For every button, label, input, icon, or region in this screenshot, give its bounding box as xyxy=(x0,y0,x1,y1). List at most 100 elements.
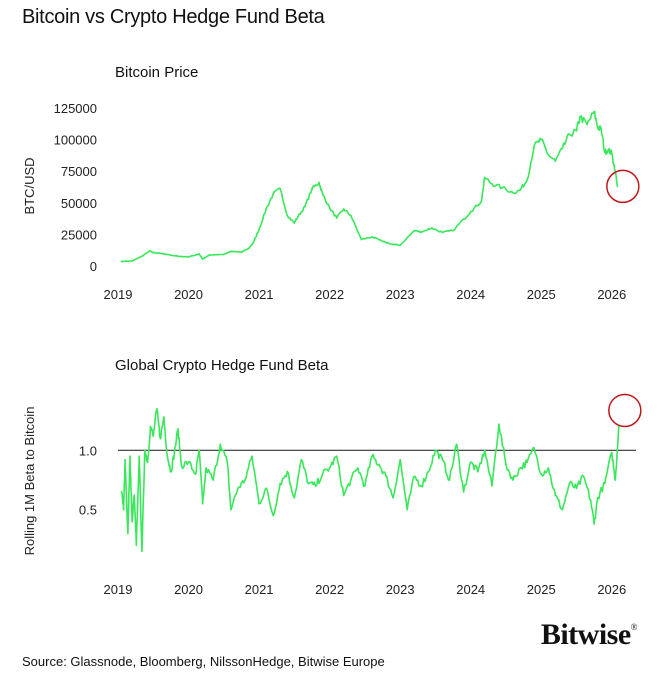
data-point xyxy=(526,461,529,464)
data-point xyxy=(180,255,183,258)
data-point xyxy=(480,200,483,203)
data-point xyxy=(540,473,543,475)
data-point xyxy=(349,214,352,217)
data-point xyxy=(135,544,138,547)
x-tick-label: 2025 xyxy=(527,287,556,302)
data-point xyxy=(286,470,289,473)
data-point xyxy=(307,482,310,485)
data-point xyxy=(205,467,208,470)
data-point xyxy=(483,449,486,452)
source-note: Source: Glassnode, Bloomberg, NilssonHed… xyxy=(22,654,385,669)
bitcoin-price-title: Bitcoin Price xyxy=(115,64,199,81)
data-point xyxy=(512,479,514,481)
data-point xyxy=(519,189,521,192)
x-tick-label: 2025 xyxy=(527,582,556,597)
data-point xyxy=(505,463,507,466)
data-point xyxy=(356,467,359,470)
data-point xyxy=(293,222,296,224)
data-point xyxy=(431,227,433,229)
data-point xyxy=(180,464,183,467)
data-point xyxy=(296,215,299,218)
data-point xyxy=(526,179,529,181)
x-tick-label: 2019 xyxy=(104,287,133,302)
data-point xyxy=(378,463,380,466)
data-point xyxy=(300,458,303,461)
data-point xyxy=(162,416,165,419)
data-point xyxy=(321,473,324,475)
data-point xyxy=(138,455,141,458)
data-point xyxy=(229,508,232,511)
data-point xyxy=(170,254,172,257)
data-point xyxy=(148,249,151,252)
y-tick-label: 100000 xyxy=(54,133,97,148)
x-tick-label: 2021 xyxy=(245,582,274,597)
data-point xyxy=(141,550,143,552)
data-point xyxy=(519,467,521,470)
data-point xyxy=(547,153,550,156)
data-point xyxy=(420,230,423,233)
x-tick-label: 2022 xyxy=(315,582,344,597)
x-tick-label: 2023 xyxy=(386,582,415,597)
data-point xyxy=(420,484,423,487)
data-point xyxy=(173,451,176,454)
data-point xyxy=(554,494,557,497)
y-tick-label: 75000 xyxy=(61,164,97,179)
data-point xyxy=(133,494,136,497)
data-point xyxy=(381,240,384,243)
data-point xyxy=(342,208,345,211)
data-point xyxy=(596,126,599,128)
x-tick-label: 2026 xyxy=(597,582,626,597)
data-point xyxy=(335,455,338,458)
x-tick-label: 2024 xyxy=(456,287,485,302)
data-point xyxy=(469,210,472,213)
data-point xyxy=(616,185,619,188)
data-point xyxy=(575,487,578,490)
data-point xyxy=(554,160,557,162)
data-point xyxy=(342,494,345,497)
data-point xyxy=(371,236,373,238)
data-point xyxy=(152,251,155,254)
data-point xyxy=(399,244,402,247)
data-point xyxy=(371,455,373,458)
data-point xyxy=(533,145,536,147)
data-point xyxy=(143,449,146,452)
data-point xyxy=(159,252,162,255)
data-point xyxy=(490,484,493,487)
data-point xyxy=(252,241,255,244)
data-point xyxy=(610,451,613,454)
data-point xyxy=(149,425,152,428)
data-point xyxy=(198,449,201,452)
data-point xyxy=(385,475,387,478)
data-point xyxy=(363,484,366,487)
y-tick-label: 50000 xyxy=(61,196,97,211)
data-point xyxy=(311,187,313,190)
data-point xyxy=(490,182,493,185)
hedge-fund-beta-title: Global Crypto Hedge Fund Beta xyxy=(115,357,329,374)
data-point xyxy=(593,522,596,525)
data-point xyxy=(547,467,550,470)
data-point xyxy=(392,496,395,499)
data-point xyxy=(212,479,215,481)
bitcoin-price-chart: 0 25000 50000 75000 100000 125000 2019 2020 2021… xyxy=(22,101,640,302)
data-point xyxy=(462,490,465,493)
data-point xyxy=(201,502,204,505)
x-tick-label: 2021 xyxy=(245,287,274,302)
x-tick-label: 2020 xyxy=(174,582,203,597)
data-point xyxy=(293,496,296,499)
data-point xyxy=(198,253,201,255)
data-point xyxy=(170,470,172,473)
data-point xyxy=(614,479,617,481)
data-point xyxy=(448,479,451,481)
data-point xyxy=(483,176,486,179)
data-point xyxy=(131,260,134,262)
data-point xyxy=(226,461,229,464)
y-tick-label: 1.0 xyxy=(79,443,97,458)
data-point xyxy=(237,487,239,490)
data-point xyxy=(328,467,331,470)
data-point xyxy=(434,449,437,452)
data-point xyxy=(413,475,416,478)
data-point xyxy=(607,148,610,151)
data-point xyxy=(318,181,320,184)
highlight-circle xyxy=(606,169,640,204)
data-point xyxy=(208,253,211,256)
